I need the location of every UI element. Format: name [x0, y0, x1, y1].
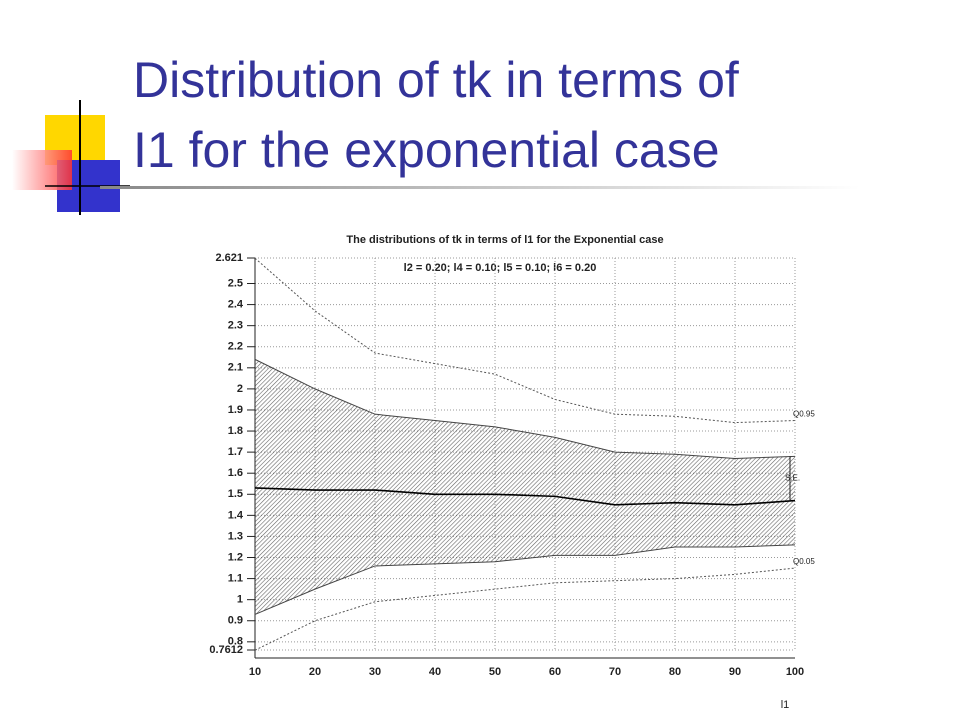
x-tick-label: 60: [549, 666, 561, 678]
y-tick-label: 1.5: [228, 488, 243, 500]
x-axis-label: l1: [781, 699, 790, 711]
x-tick-label: 30: [369, 666, 381, 678]
y-tick-label: 2: [237, 383, 243, 395]
y-tick-label: 0.8: [228, 636, 243, 648]
se-lower: [254, 544, 796, 615]
y-tick-label: 2.2: [228, 341, 243, 353]
y-tick-label: 1.6: [228, 467, 243, 479]
quantile-line: [254, 257, 796, 424]
chart-subtitle: l2 = 0.20; l4 = 0.10; l5 = 0.10; l6 = 0.…: [404, 262, 597, 274]
x-tick-label: 10: [249, 666, 261, 678]
y-tick-label: 1.3: [228, 530, 243, 542]
y-tick-label: 1.2: [228, 551, 243, 563]
y-tick-label: 2.1: [228, 362, 243, 374]
y-tick-label: 1.9: [228, 404, 243, 416]
x-tick-label: 80: [669, 666, 681, 678]
x-tick-label: 40: [429, 666, 441, 678]
y-tick-label: 2.5: [228, 277, 243, 289]
series-label: Q0.05: [793, 557, 815, 566]
x-tick-label: 100: [786, 666, 804, 678]
y-tick-label: 0.9: [228, 615, 243, 627]
y-tick-label: 1.4: [228, 509, 244, 521]
chart-title: The distributions of tk in terms of l1 f…: [346, 234, 663, 246]
y-tick-label: 1.1: [228, 572, 243, 584]
x-tick-label: 20: [309, 666, 321, 678]
y-tick-label: 2.621: [215, 252, 243, 264]
se-label: S.E.: [785, 474, 800, 483]
se-upper: [254, 358, 796, 459]
title-rule: [100, 186, 860, 189]
se-band: [255, 359, 795, 615]
slide-title: I1 for the exponential case: [133, 122, 720, 178]
y-tick-label: 2.3: [228, 320, 243, 332]
slide-title: Distribution of tk in terms of: [133, 52, 739, 108]
x-tick-label: 70: [609, 666, 621, 678]
y-tick-label: 1: [237, 594, 243, 606]
deco-red: [12, 150, 72, 190]
y-tick-label: 0.7612: [209, 644, 243, 656]
y-tick-label: 2.4: [228, 298, 244, 310]
series-label: Q0.95: [793, 410, 815, 419]
x-tick-label: 50: [489, 666, 501, 678]
quantile-line: [254, 567, 796, 651]
x-tick-label: 90: [729, 666, 741, 678]
y-tick-label: 1.8: [228, 425, 243, 437]
y-tick-label: 1.7: [228, 446, 243, 458]
mean-line: [254, 487, 796, 506]
